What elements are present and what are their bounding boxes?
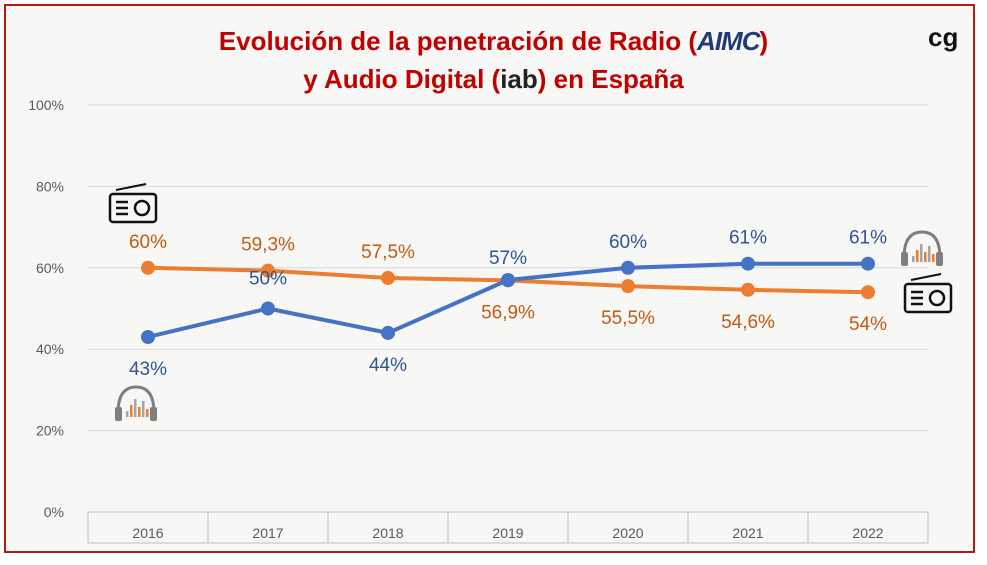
data-point (381, 270, 395, 285)
data-label: 43% (129, 359, 167, 380)
data-label: 44% (369, 355, 407, 376)
data-label: 50% (249, 269, 287, 290)
chart-title: Evolución de la penetración de Radio (AI… (0, 22, 987, 98)
y-tick-label: 100% (28, 97, 64, 113)
data-label: 61% (729, 228, 767, 249)
iab-logo: iab (500, 64, 538, 94)
data-label: 54% (849, 314, 887, 335)
aimc-logo: AIMC (697, 26, 760, 56)
data-label: 59,3% (241, 235, 295, 256)
data-label: 54,6% (721, 312, 775, 333)
y-tick-label: 20% (36, 423, 64, 439)
data-point (621, 279, 635, 294)
data-label: 55,5% (601, 308, 655, 329)
data-point (741, 256, 755, 271)
title-line-1: Evolución de la penetración de Radio (AI… (218, 26, 769, 56)
data-label: 56,9% (481, 302, 535, 323)
data-label: 57% (489, 248, 527, 269)
radio-icon (903, 273, 953, 314)
data-point (141, 260, 155, 275)
data-point (621, 260, 635, 275)
y-tick-label: 60% (36, 260, 64, 276)
title-line-2: y Audio Digital (iab) en España (303, 64, 684, 94)
radio-icon (108, 183, 158, 224)
data-point (861, 256, 875, 271)
x-tick-label: 2021 (732, 525, 763, 541)
headphones-icon (115, 385, 157, 421)
data-label: 57,5% (361, 242, 415, 263)
data-point (501, 273, 515, 288)
x-tick-label: 2019 (492, 525, 523, 541)
y-tick-label: 40% (36, 341, 64, 357)
x-tick-label: 2017 (252, 525, 283, 541)
x-tick-label: 2018 (372, 525, 403, 541)
data-point (381, 325, 395, 340)
x-tick-label: 2022 (852, 525, 883, 541)
data-point (141, 329, 155, 344)
data-point (741, 282, 755, 297)
x-tick-label: 2016 (132, 525, 163, 541)
data-label: 60% (129, 232, 167, 253)
x-tick-label: 2020 (612, 525, 643, 541)
data-label: 61% (849, 228, 887, 249)
y-tick-label: 80% (36, 178, 64, 194)
data-point (261, 263, 275, 278)
data-label: 60% (609, 232, 647, 253)
headphones-icon (901, 230, 943, 266)
y-tick-label: 0% (44, 504, 64, 520)
brand-logo: cg (928, 22, 959, 52)
data-point (861, 285, 875, 300)
data-point (261, 301, 275, 316)
